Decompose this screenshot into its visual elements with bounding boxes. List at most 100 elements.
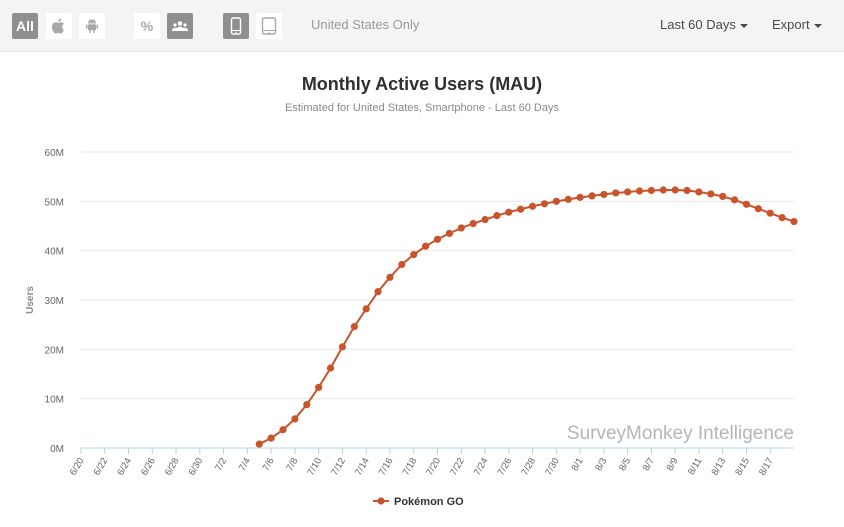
platform-all-button[interactable]: All <box>12 13 38 39</box>
data-point <box>766 209 774 217</box>
x-tick-label: 7/18 <box>401 456 420 478</box>
data-point <box>433 235 442 243</box>
chart-title: Monthly Active Users (MAU) <box>301 74 543 94</box>
legend-label: Pokémon GO <box>394 496 464 508</box>
data-point <box>279 426 287 434</box>
platform-android-button[interactable] <box>79 13 105 39</box>
x-tick-label: 7/30 <box>543 456 562 478</box>
data-point <box>505 208 513 216</box>
region-filter-text: United States Only <box>311 17 420 32</box>
chart-subtitle: Estimated for United States, Smartphone … <box>285 102 559 114</box>
x-tick-label: 6/30 <box>187 456 206 478</box>
data-point <box>362 305 370 313</box>
data-point <box>386 273 394 281</box>
data-point <box>410 251 418 259</box>
tablet-icon <box>261 17 277 35</box>
data-point <box>671 186 679 194</box>
data-point <box>326 364 335 372</box>
data-point <box>612 189 620 197</box>
x-tick-label: 6/24 <box>115 456 134 478</box>
absolute-users-toggle-button[interactable] <box>167 13 193 39</box>
data-point <box>445 229 453 237</box>
x-tick-label: 7/4 <box>237 456 253 473</box>
data-point <box>338 343 347 351</box>
data-point <box>790 217 798 226</box>
data-point <box>398 260 406 269</box>
data-point <box>422 242 430 250</box>
date-range-dropdown[interactable]: Last 60 Days <box>660 17 748 32</box>
x-tick-label: 7/24 <box>472 456 491 478</box>
x-tick-label: 7/8 <box>284 456 300 473</box>
device-tablet-button[interactable] <box>256 13 282 39</box>
y-tick-label: 20M <box>45 345 64 356</box>
x-tick-label: 8/17 <box>757 456 776 478</box>
percent-toggle-button[interactable]: % <box>134 13 160 39</box>
data-point <box>457 224 465 232</box>
data-point <box>695 188 703 196</box>
data-point <box>267 434 275 442</box>
x-tick-label: 6/20 <box>68 456 87 478</box>
y-tick-label: 40M <box>45 247 64 258</box>
data-point <box>255 440 263 448</box>
x-tick-label: 7/2 <box>213 456 229 473</box>
x-tick-label: 7/14 <box>353 456 372 478</box>
data-point <box>683 186 691 195</box>
date-range-label: Last 60 Days <box>660 17 736 32</box>
device-smartphone-button[interactable] <box>223 13 249 39</box>
x-tick-label: 7/6 <box>261 456 277 473</box>
export-label: Export <box>772 17 810 32</box>
x-tick-label: 8/7 <box>641 456 657 473</box>
x-tick-label: 6/28 <box>163 456 182 478</box>
data-point <box>517 205 525 213</box>
data-point <box>291 415 299 423</box>
data-point <box>315 383 323 391</box>
export-dropdown[interactable]: Export <box>772 17 822 32</box>
x-tick-label: 7/28 <box>519 456 538 478</box>
chevron-down-icon <box>813 23 822 28</box>
data-point <box>303 400 311 409</box>
x-tick-label: 8/9 <box>665 456 681 473</box>
data-point <box>564 195 572 203</box>
data-point <box>719 192 727 200</box>
data-point <box>552 197 560 205</box>
data-point <box>350 323 358 331</box>
x-tick-label: 8/5 <box>617 456 633 473</box>
data-point <box>624 188 632 196</box>
x-tick-label: 7/26 <box>496 456 515 478</box>
y-tick-label: 30M <box>45 296 64 307</box>
toolbar: All % <box>0 0 844 52</box>
users-icon <box>172 21 188 31</box>
chevron-down-icon <box>739 23 748 28</box>
x-tick-label: 7/20 <box>424 456 443 478</box>
x-tick-label: 8/1 <box>570 456 586 473</box>
x-tick-label: 6/22 <box>92 456 111 478</box>
data-point <box>600 190 608 199</box>
x-tick-label: 7/22 <box>448 456 467 478</box>
data-point <box>647 186 656 195</box>
data-point <box>659 186 667 194</box>
x-tick-label: 7/10 <box>305 456 324 478</box>
data-point <box>588 192 596 200</box>
y-tick-label: 60M <box>45 148 64 159</box>
data-point <box>742 200 751 208</box>
x-tick-label: 8/15 <box>733 456 752 478</box>
apple-icon <box>51 18 64 34</box>
data-point <box>481 215 489 224</box>
platform-ios-button[interactable] <box>46 13 72 39</box>
data-point <box>493 212 501 220</box>
data-point <box>469 219 477 228</box>
x-tick-label: 7/12 <box>329 456 348 478</box>
x-tick-label: 8/13 <box>710 456 729 478</box>
android-icon <box>86 19 98 33</box>
y-tick-label: 10M <box>45 395 64 406</box>
series-line <box>258 188 795 445</box>
watermark-text: SurveyMonkey Intelligence <box>567 423 794 444</box>
x-tick-label: 8/11 <box>686 456 704 477</box>
data-point <box>374 288 382 296</box>
y-tick-label: 50M <box>45 197 64 208</box>
data-point <box>528 202 537 210</box>
data-point <box>540 200 549 208</box>
legend-marker <box>377 497 385 505</box>
data-point <box>754 205 762 213</box>
